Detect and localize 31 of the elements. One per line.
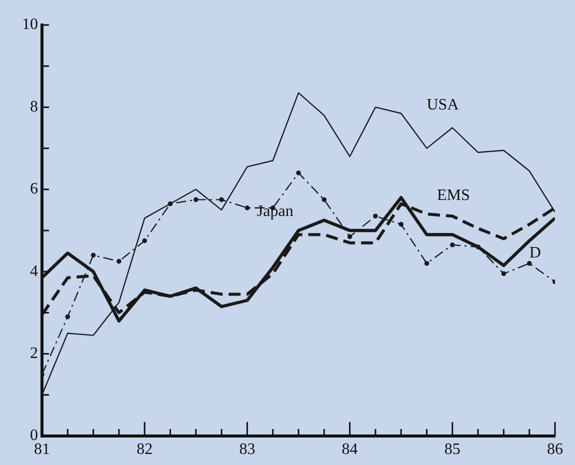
x-tick-label: 82: [136, 440, 153, 458]
point: [296, 170, 301, 176]
y-tick-label: 4: [30, 262, 38, 280]
point: [450, 242, 455, 248]
y-tick-label: 2: [30, 345, 38, 362]
point: [398, 222, 404, 227]
point: [476, 244, 480, 250]
series-label: Japan: [256, 203, 294, 220]
point: [373, 214, 378, 219]
point: [526, 260, 532, 266]
point: [322, 197, 327, 202]
point: [90, 252, 96, 258]
point: [244, 205, 250, 210]
series-label: D: [529, 244, 541, 262]
x-tick-label: 83: [239, 440, 256, 458]
point: [424, 260, 430, 266]
series-label: USA: [426, 96, 460, 114]
series-label: EMS: [437, 186, 470, 204]
point: [219, 197, 224, 202]
point: [501, 271, 506, 276]
point: [65, 314, 70, 320]
y-tick-label: 10: [22, 16, 38, 34]
y-tick-label: 8: [30, 98, 38, 116]
point: [142, 238, 147, 244]
x-tick-label: 86: [547, 440, 563, 458]
x-tick-label: 84: [342, 440, 358, 458]
point: [194, 197, 198, 202]
point: [347, 234, 352, 240]
point: [116, 258, 122, 264]
x-tick-label: 85: [444, 440, 460, 458]
y-tick-label: 6: [30, 180, 38, 198]
